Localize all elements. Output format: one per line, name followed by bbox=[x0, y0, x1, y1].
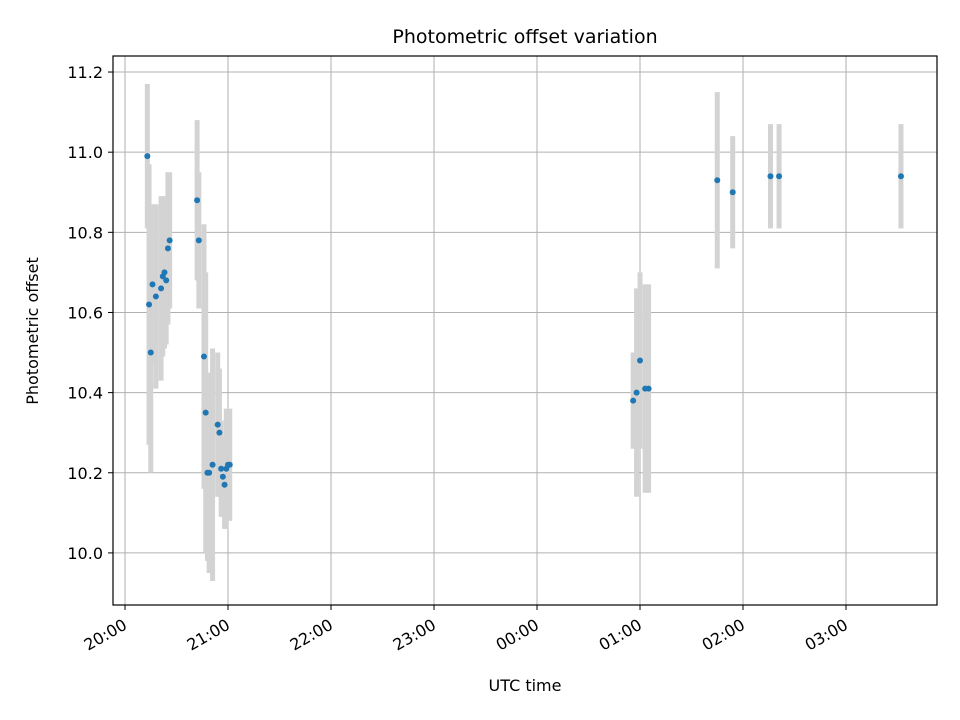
data-point bbox=[200, 353, 207, 360]
data-point bbox=[206, 469, 213, 476]
y-tick-label: 10.6 bbox=[67, 303, 103, 322]
data-point bbox=[714, 177, 721, 184]
y-tick-label: 10.8 bbox=[67, 223, 103, 242]
data-point bbox=[149, 281, 156, 288]
data-point bbox=[729, 189, 736, 196]
data-point bbox=[637, 357, 644, 364]
y-tick-label: 11.2 bbox=[67, 63, 103, 82]
chart-title: Photometric offset variation bbox=[392, 26, 657, 48]
data-point bbox=[194, 197, 201, 204]
data-point bbox=[147, 349, 154, 356]
data-point bbox=[221, 481, 228, 488]
data-point bbox=[164, 245, 171, 252]
data-point bbox=[630, 397, 637, 404]
data-point bbox=[776, 173, 783, 180]
data-point bbox=[146, 301, 153, 308]
data-point bbox=[216, 429, 223, 436]
data-point bbox=[645, 385, 652, 392]
y-tick-label: 10.0 bbox=[67, 544, 103, 563]
data-point bbox=[166, 237, 173, 244]
data-point bbox=[144, 153, 151, 160]
data-point bbox=[633, 389, 640, 396]
data-point bbox=[161, 269, 168, 276]
data-point bbox=[218, 465, 225, 472]
x-axis-label: UTC time bbox=[489, 676, 562, 695]
y-tick-label: 11.0 bbox=[67, 143, 103, 162]
data-points bbox=[144, 153, 904, 488]
data-point bbox=[158, 285, 165, 292]
y-tick-label: 10.2 bbox=[67, 464, 103, 483]
plot-frame bbox=[112, 55, 938, 606]
data-point bbox=[767, 173, 774, 180]
y-axis-ticks: 10.0 10.2 10.4 10.6 10.8 11.0 11.2 bbox=[67, 63, 113, 563]
data-point bbox=[163, 277, 170, 284]
data-point bbox=[226, 461, 233, 468]
data-point bbox=[209, 461, 216, 468]
y-axis-label: Photometric offset bbox=[23, 257, 42, 405]
data-point bbox=[219, 473, 226, 480]
data-point bbox=[195, 237, 202, 244]
data-point bbox=[202, 409, 209, 416]
data-point bbox=[214, 421, 221, 428]
y-tick-label: 10.4 bbox=[67, 384, 103, 403]
data-point bbox=[897, 173, 904, 180]
data-point bbox=[152, 293, 159, 300]
